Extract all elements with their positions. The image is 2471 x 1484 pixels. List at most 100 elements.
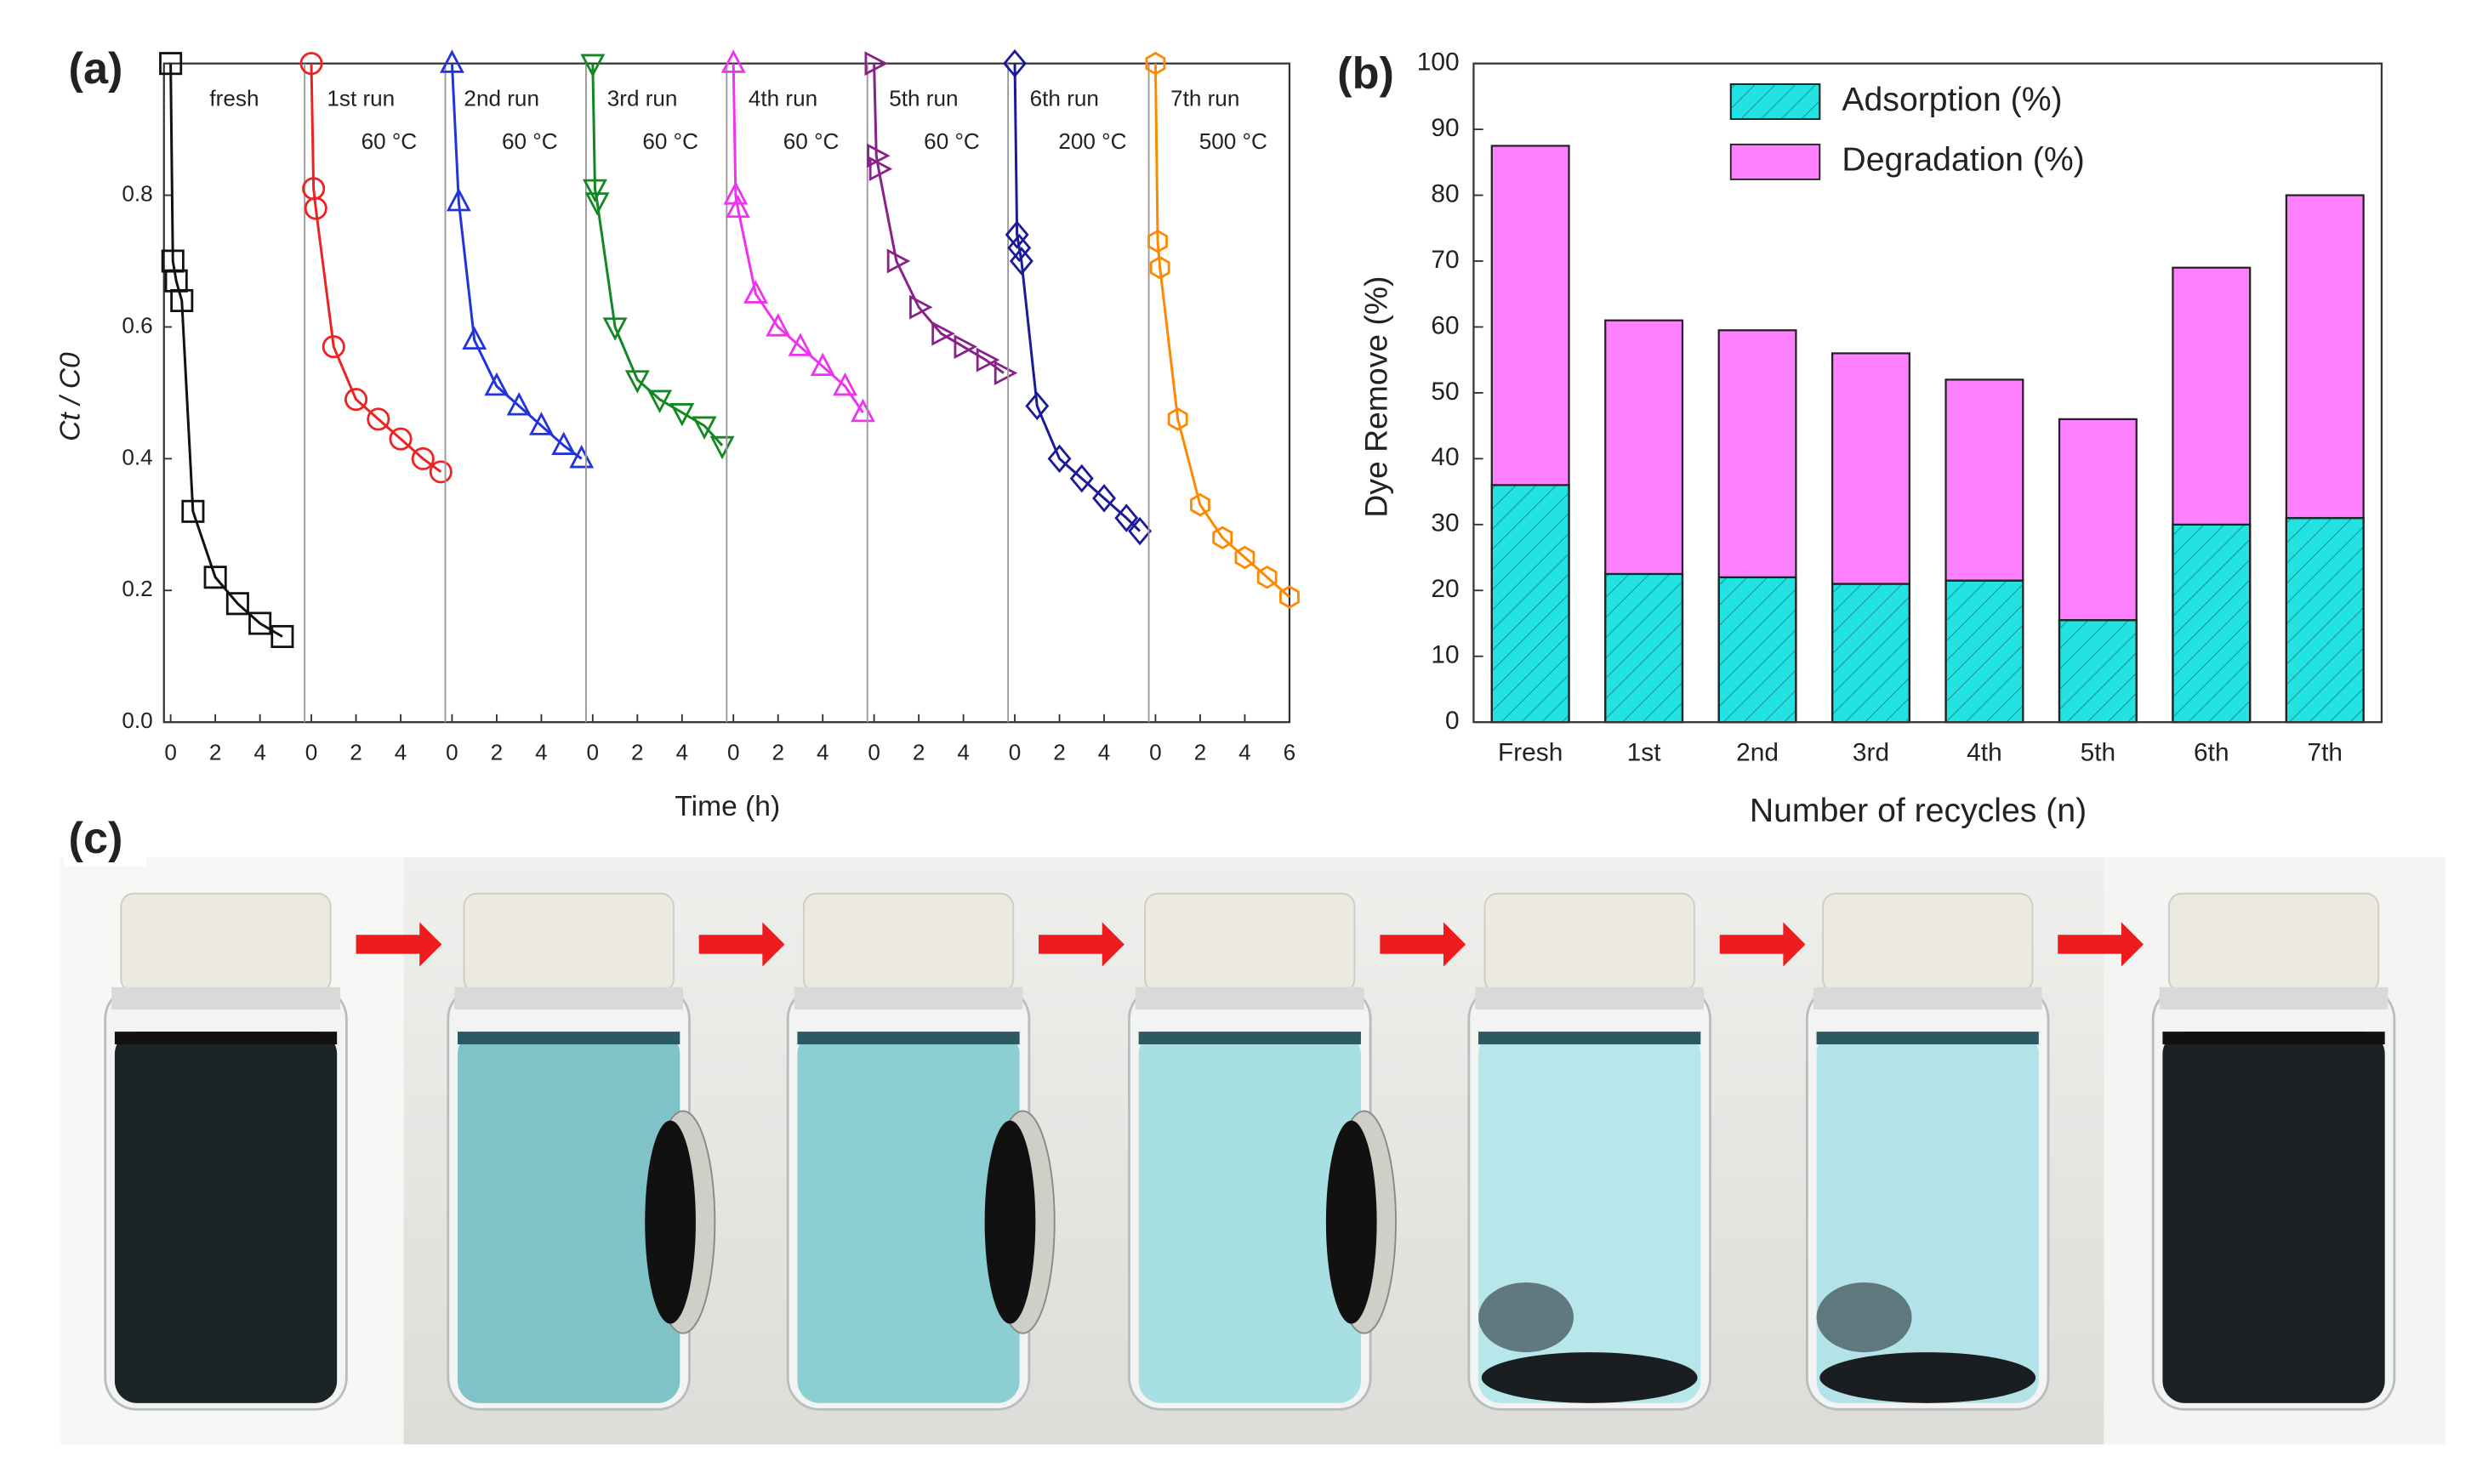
x-tick-label: 4 xyxy=(817,739,829,765)
marker xyxy=(439,49,464,73)
bar-hatch xyxy=(1490,484,1570,724)
panel-label-text: fresh xyxy=(209,85,259,111)
panel-label-text: 6th run xyxy=(1030,85,1099,111)
series-line xyxy=(310,63,442,474)
marker xyxy=(602,317,628,341)
arrow xyxy=(1380,922,1466,967)
marker xyxy=(299,52,323,76)
vial-cap xyxy=(1483,892,1695,993)
vial-meniscus xyxy=(114,1032,338,1045)
arrow xyxy=(356,922,442,967)
y-tick-label: 0 xyxy=(1445,707,1460,735)
marker xyxy=(1147,230,1168,253)
marker xyxy=(709,435,735,460)
bar xyxy=(1944,378,2024,582)
x-tick-label: 0 xyxy=(1149,739,1162,765)
x-tick-label: 4 xyxy=(395,739,407,765)
x-tick-label: 6 xyxy=(1284,739,1296,765)
x-tick-label: 2 xyxy=(913,739,925,765)
marker xyxy=(726,194,750,219)
x-tick-label: 6th xyxy=(2194,738,2229,766)
marker xyxy=(1047,444,1072,474)
vial-cap xyxy=(802,892,1015,993)
bar-hatch xyxy=(1717,576,1797,724)
x-tick-label: 2 xyxy=(631,739,644,765)
bar-hatch xyxy=(2172,523,2252,724)
y-tick-label: 70 xyxy=(1431,246,1459,274)
x-tick-label: 2 xyxy=(491,739,504,765)
legend-label: Adsorption (%) xyxy=(1842,82,2062,118)
vial-cap xyxy=(463,892,675,993)
marker xyxy=(429,460,453,484)
x-tick-label: 5th xyxy=(2081,738,2116,766)
marker xyxy=(1212,526,1233,550)
marker xyxy=(994,361,1018,386)
x-tick-label: 2 xyxy=(209,739,222,765)
x-tick-label: 4 xyxy=(957,739,970,765)
y-tick-label: 20 xyxy=(1431,575,1459,603)
marker xyxy=(203,566,227,589)
vial-neck xyxy=(2159,986,2388,1009)
marker xyxy=(1092,484,1116,513)
arrow xyxy=(1719,922,1806,967)
panel-label: (c) xyxy=(69,814,123,863)
marker xyxy=(159,52,183,76)
marker xyxy=(1128,516,1153,546)
x-tick-label: Fresh xyxy=(1498,738,1563,766)
panel-label-text: 60 °C xyxy=(362,128,418,154)
bar xyxy=(1831,352,1910,585)
marker xyxy=(1145,51,1166,76)
x-tick-label: 4 xyxy=(676,739,689,765)
bar xyxy=(1490,145,1570,486)
x-tick-label: 0 xyxy=(868,739,880,765)
marker xyxy=(446,187,471,212)
vial-liquid xyxy=(797,1032,1020,1403)
sediment xyxy=(1816,1282,1912,1353)
vials xyxy=(104,892,2396,1411)
vial-meniscus xyxy=(1816,1032,2039,1045)
x-tick-label: 3rd xyxy=(1853,738,1889,766)
vial-liquid xyxy=(458,1032,680,1403)
marker xyxy=(322,335,345,359)
magnet xyxy=(645,1120,696,1324)
marker xyxy=(624,370,650,394)
sediment xyxy=(1478,1282,1574,1353)
marker xyxy=(867,143,891,168)
marker xyxy=(868,156,893,182)
x-tick-label: 0 xyxy=(305,739,318,765)
x-tick-label: 0 xyxy=(1009,739,1022,765)
y-tick-label: 0.8 xyxy=(122,180,152,206)
x-tick-label: 4 xyxy=(535,739,548,765)
panel-label: (a) xyxy=(69,44,123,94)
vial-meniscus xyxy=(1138,1032,1361,1045)
marker xyxy=(580,54,606,78)
bar xyxy=(1604,319,1684,576)
x-tick-label: 4 xyxy=(1238,739,1251,765)
vial-cap xyxy=(1144,892,1356,993)
marker xyxy=(304,196,327,220)
marker xyxy=(1167,407,1188,431)
vial-neck xyxy=(1475,986,1705,1009)
marker xyxy=(367,407,390,431)
bar-hatch xyxy=(1944,579,2024,724)
panel-label-text: 4th run xyxy=(749,85,817,111)
panel-label-text: 60 °C xyxy=(502,128,558,154)
marker xyxy=(931,321,955,346)
x-tick-label: 0 xyxy=(164,739,177,765)
bar-hatch xyxy=(1831,583,1910,724)
bar-hatch xyxy=(2285,516,2365,724)
marker xyxy=(669,403,695,427)
vial-neck xyxy=(794,986,1023,1009)
x-tick-label: 2 xyxy=(1194,739,1207,765)
marker xyxy=(584,192,610,216)
panel-label-text: 60 °C xyxy=(924,128,980,154)
vial-neck xyxy=(111,986,340,1009)
marker xyxy=(886,248,911,274)
panel-label-text: 5th run xyxy=(889,85,958,111)
marker xyxy=(1025,391,1050,421)
x-tick-label: 4 xyxy=(1098,739,1111,765)
panel-label-text: 3rd run xyxy=(607,85,678,111)
marker xyxy=(743,280,768,304)
y-tick-label: 0.0 xyxy=(122,708,152,733)
